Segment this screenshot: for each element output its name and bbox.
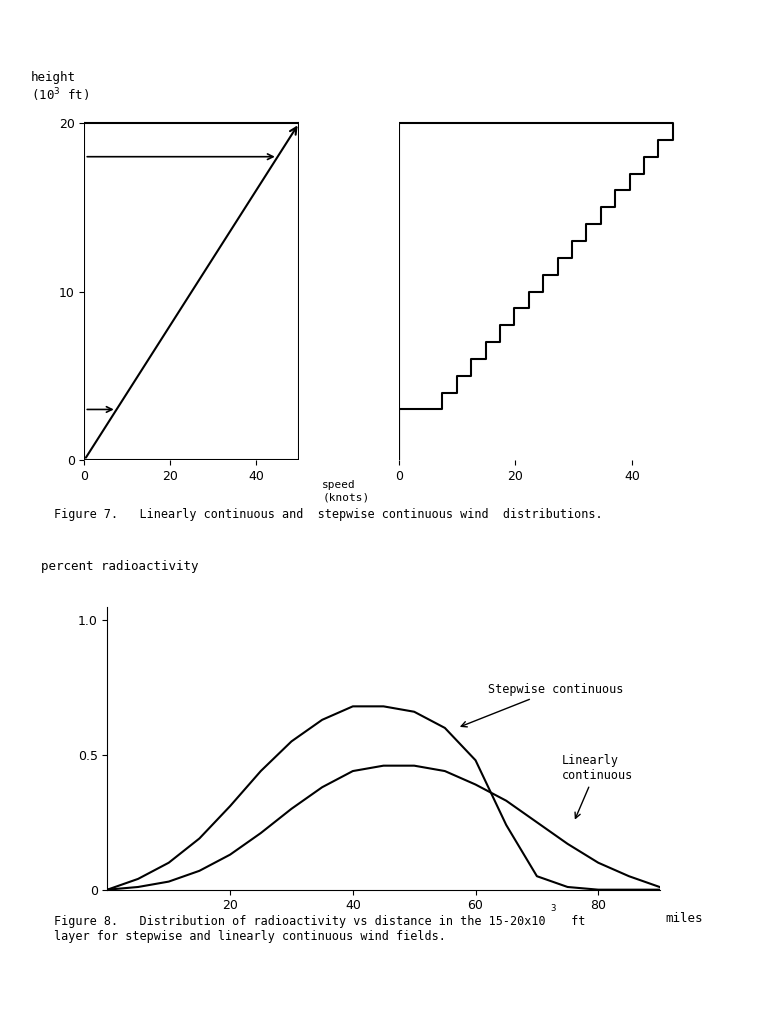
- Text: layer for stepwise and linearly continuous wind fields.: layer for stepwise and linearly continuo…: [54, 930, 446, 943]
- Text: Linearly
continuous: Linearly continuous: [561, 754, 633, 818]
- Text: percent radioactivity: percent radioactivity: [41, 560, 199, 572]
- Text: speed: speed: [322, 480, 356, 490]
- Text: miles: miles: [665, 912, 703, 925]
- Text: ft: ft: [564, 915, 585, 928]
- Text: Figure 8.   Distribution of radioactivity vs distance in the 15-20x10: Figure 8. Distribution of radioactivity …: [54, 915, 545, 928]
- Text: 3: 3: [550, 904, 555, 913]
- Text: Figure 7.   Linearly continuous and  stepwise continuous wind  distributions.: Figure 7. Linearly continuous and stepwi…: [54, 508, 602, 521]
- Text: height
(10$^3$ ft): height (10$^3$ ft): [31, 71, 89, 104]
- Text: (knots): (knots): [322, 492, 370, 502]
- Text: Stepwise continuous: Stepwise continuous: [461, 682, 623, 727]
